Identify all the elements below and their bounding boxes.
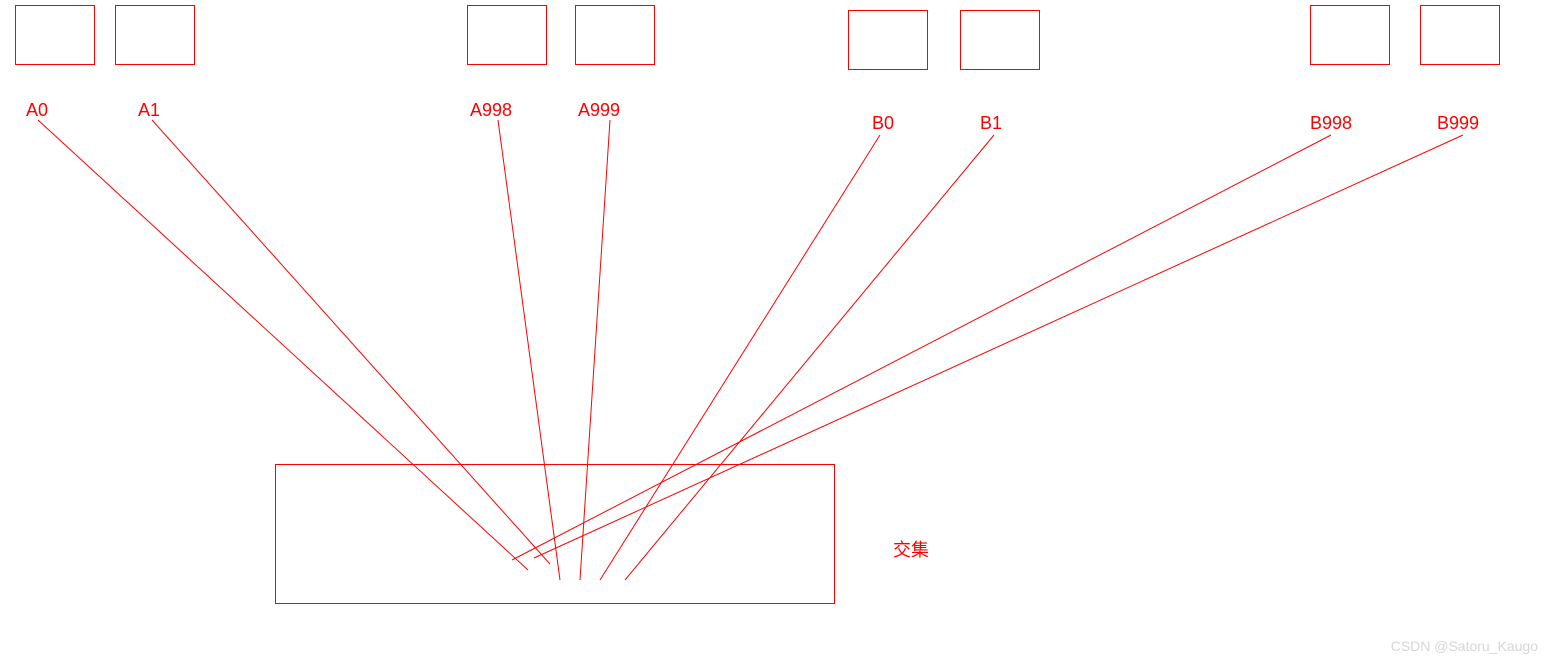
element-box-b0 bbox=[848, 10, 928, 70]
element-box-a998 bbox=[467, 5, 547, 65]
element-label-b999: B999 bbox=[1437, 113, 1479, 134]
element-box-b1 bbox=[960, 10, 1040, 70]
element-label-b1: B1 bbox=[980, 113, 1002, 134]
intersection-label: 交集 bbox=[893, 536, 929, 562]
element-box-b998 bbox=[1310, 5, 1390, 65]
element-box-a0 bbox=[15, 5, 95, 65]
element-label-a0: A0 bbox=[26, 100, 48, 121]
element-box-a999 bbox=[575, 5, 655, 65]
element-label-b998: B998 bbox=[1310, 113, 1352, 134]
element-box-b999 bbox=[1420, 5, 1500, 65]
element-label-b0: B0 bbox=[872, 113, 894, 134]
element-box-a1 bbox=[115, 5, 195, 65]
intersection-box bbox=[275, 464, 835, 604]
element-label-a1: A1 bbox=[138, 100, 160, 121]
element-label-a999: A999 bbox=[578, 100, 620, 121]
watermark: CSDN @Satoru_Kaugo bbox=[1391, 638, 1538, 654]
element-label-a998: A998 bbox=[470, 100, 512, 121]
